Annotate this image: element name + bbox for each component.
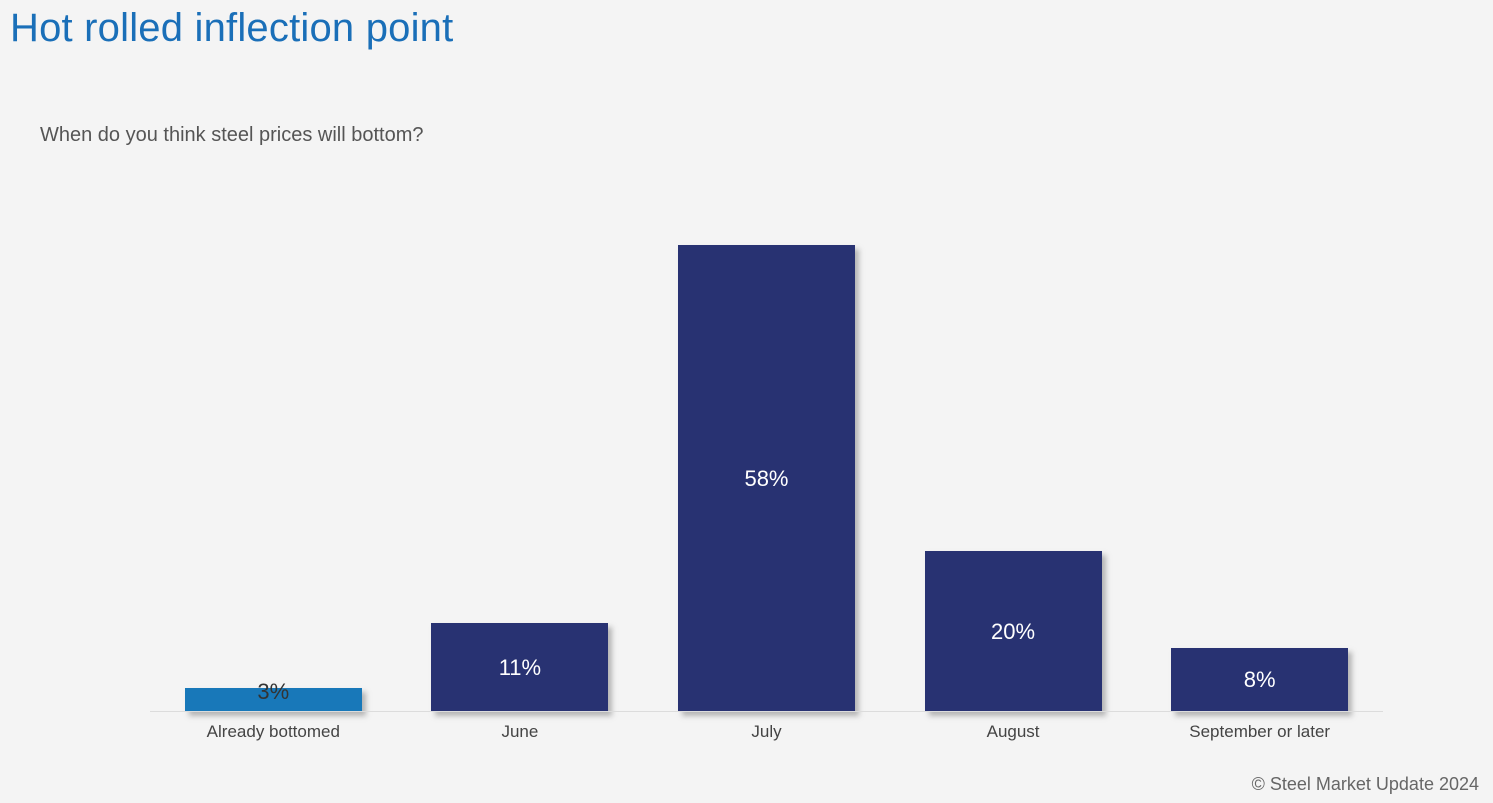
x-axis-label-june: June <box>501 722 539 741</box>
bar-value-label-already-bottomed: 3% <box>257 678 290 704</box>
copyright-text: © Steel Market Update 2024 <box>1251 774 1479 794</box>
page-title: Hot rolled inflection point <box>10 6 454 50</box>
bar-slot-august: 20% <box>890 180 1137 712</box>
bar-already-bottomed: 3% <box>184 679 362 712</box>
bar-value-label-september-or-later: 8% <box>1243 667 1276 692</box>
x-axis-label-august: August <box>986 722 1040 741</box>
bar-july: 58% <box>677 245 855 712</box>
bar-value-label-july: 58% <box>744 465 789 491</box>
bar-chart: 3% 11% 58% 20% 8% <box>150 180 1383 712</box>
x-axis-label-july: July <box>751 722 782 741</box>
bar-slot-already-bottomed: 3% <box>150 180 397 712</box>
bar-value-label-june: 11% <box>498 654 542 680</box>
x-axis-label-september-or-later: September or later <box>1189 722 1331 741</box>
x-axis-labels: Already bottomed June July August September … <box>150 722 1383 742</box>
plot-area: 3% 11% 58% 20% 8% <box>150 180 1383 712</box>
bar-august: 20% <box>924 551 1102 712</box>
x-axis-line <box>150 711 1383 712</box>
bar-september-or-later: 8% <box>1171 648 1349 712</box>
x-axis-label-already-bottomed: Already bottomed <box>206 722 340 741</box>
bar-value-label-august: 20% <box>991 618 1036 644</box>
chart-question: When do you think steel prices will bott… <box>40 124 424 146</box>
bar-slot-september-or-later: 8% <box>1136 180 1383 712</box>
bar-slot-july: 58% <box>643 180 890 712</box>
bar-slot-june: 11% <box>397 180 644 712</box>
bar-june: 11% <box>431 623 609 712</box>
